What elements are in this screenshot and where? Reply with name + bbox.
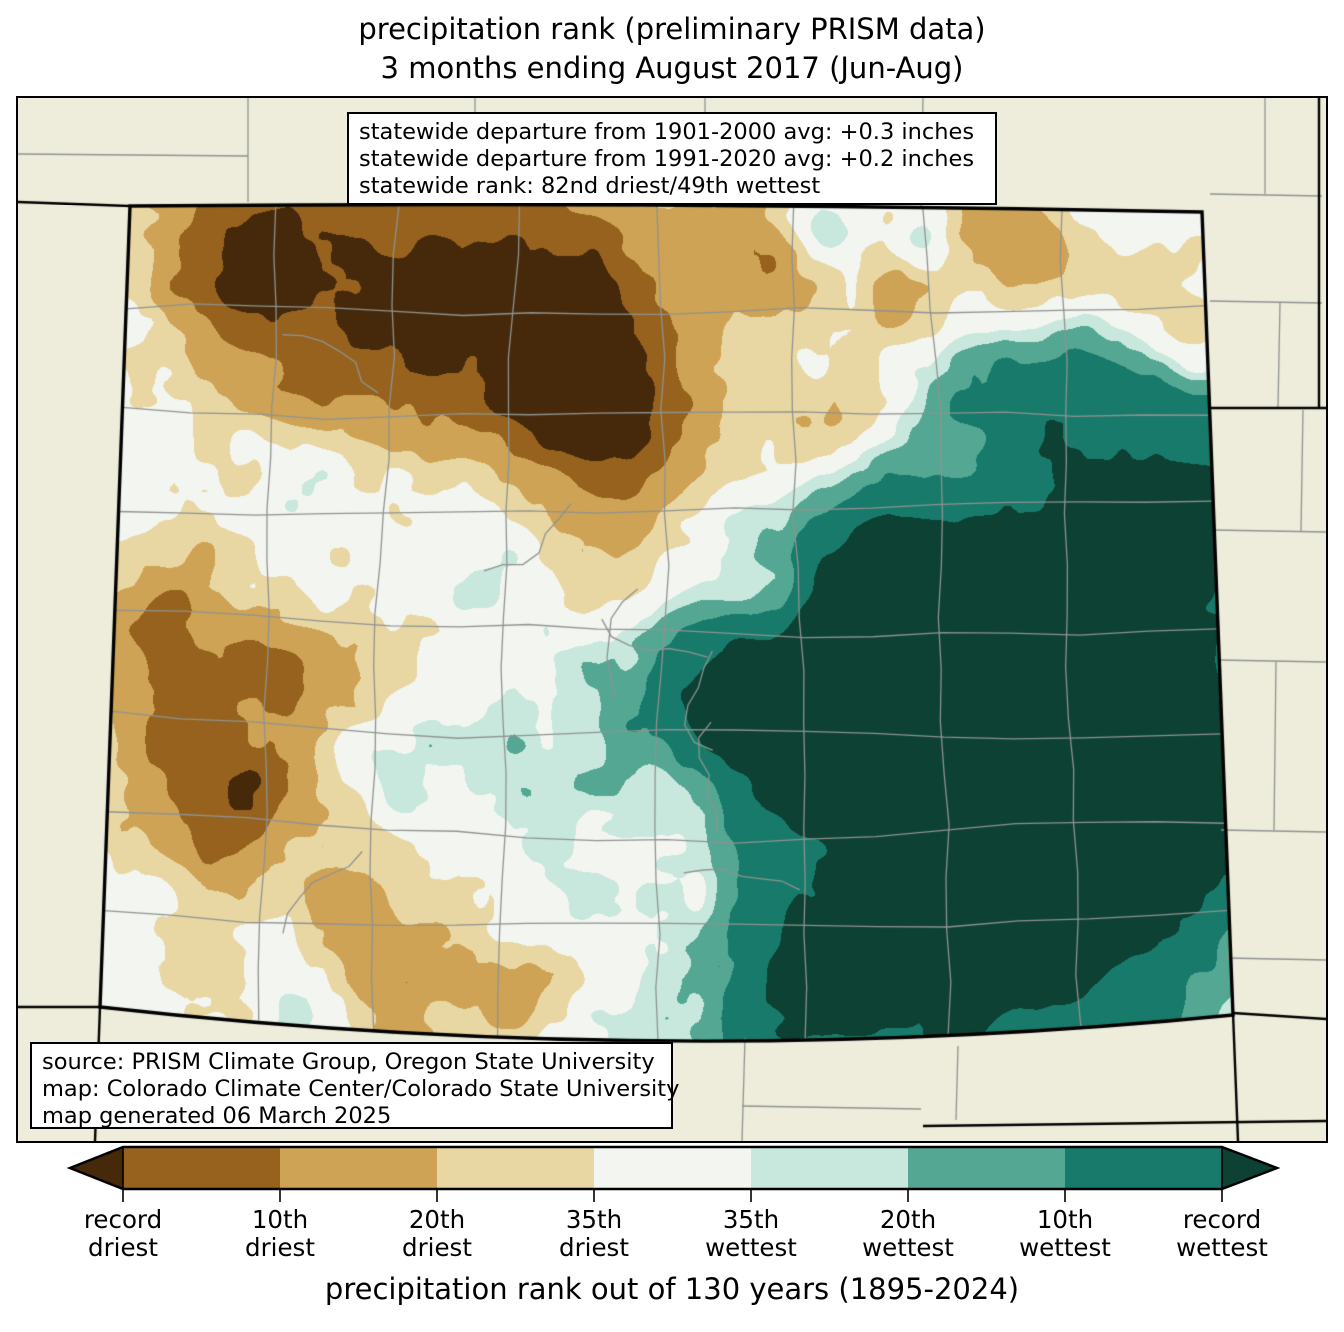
colorbar	[66, 1145, 1281, 1202]
colorbar-record-driest-arrow	[70, 1147, 123, 1189]
colorbar-segment-wettest_35	[751, 1147, 908, 1189]
colorbar-label-0: record driest	[83, 1205, 163, 1262]
map-title-line-2: 3 months ending August 2017 (Jun-Aug)	[380, 51, 964, 85]
colorbar-ticks	[122, 1189, 1223, 1202]
stats-line-departure-1991-2020: statewide departure from 1991-2020 avg: …	[359, 146, 975, 172]
colorbar-record-wettest-arrow	[1222, 1147, 1277, 1189]
map-title-line-1: precipitation rank (preliminary PRISM da…	[358, 12, 986, 46]
colorbar-label-6: 10th wettest	[1019, 1205, 1111, 1262]
statewide-stats-box: statewide departure from 1901-2000 avg: …	[347, 112, 997, 205]
colorado-precipitation-map	[18, 98, 1326, 1141]
stats-line-rank: statewide rank: 82nd driest/49th wettest	[359, 173, 821, 199]
source-line: source: PRISM Climate Group, Oregon Stat…	[42, 1049, 655, 1075]
map-credit-line: map: Colorado Climate Center/Colorado St…	[42, 1076, 680, 1102]
colorbar-segment-driest_10	[123, 1147, 280, 1189]
colorbar-segment-driest_20	[280, 1147, 437, 1189]
source-credit-box: source: PRISM Climate Group, Oregon Stat…	[30, 1042, 680, 1129]
colorbar-label-4: 35th wettest	[705, 1205, 797, 1262]
colorbar-segment-near_normal	[594, 1147, 751, 1189]
colorbar-label-3: 35th driest	[559, 1205, 629, 1262]
colorbar-segments	[123, 1147, 1222, 1189]
colorbar-label-5: 20th wettest	[862, 1205, 954, 1262]
colorbar-caption: precipitation rank out of 130 years (189…	[324, 1272, 1020, 1306]
colorbar-segment-wettest_10	[1065, 1147, 1222, 1189]
colorbar-segment-driest_35	[437, 1147, 594, 1189]
colorbar-segment-wettest_20	[908, 1147, 1065, 1189]
colorbar-label-7: record wettest	[1176, 1205, 1268, 1262]
colorbar-label-1: 10th driest	[245, 1205, 315, 1262]
stats-line-departure-1901-2000: statewide departure from 1901-2000 avg: …	[359, 119, 975, 145]
generated-date-line: map generated 06 March 2025	[42, 1103, 392, 1129]
colorbar-label-2: 20th driest	[402, 1205, 472, 1262]
